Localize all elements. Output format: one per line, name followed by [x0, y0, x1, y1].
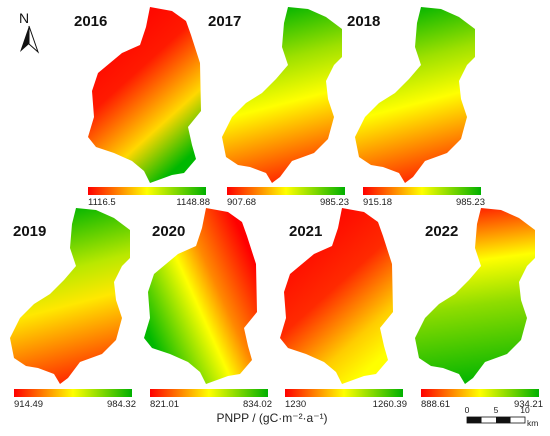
scale-label-0: 0: [465, 405, 470, 415]
year-label-2016: 2016: [74, 13, 107, 30]
colorbar-2022: [421, 389, 539, 397]
colorbar-min-label: 888.61: [421, 399, 450, 410]
colorbar-min-label: 821.01: [150, 399, 179, 410]
year-label-2017: 2017: [208, 13, 241, 30]
colorbar-min-label: 1116.5: [88, 197, 116, 208]
scale-bar: 0 5 10 km: [465, 405, 539, 428]
region-map-2022: [415, 208, 535, 384]
colorbar-2018: [363, 187, 481, 195]
colorbar-max-label: 1148.88: [176, 197, 210, 208]
year-label-2022: 2022: [425, 223, 458, 240]
colorbar-min-label: 1230: [285, 399, 306, 410]
region-map-2021: [280, 208, 393, 384]
year-label-2021: 2021: [289, 223, 322, 240]
map-panel-2020: 2020 821.01 834.02: [144, 208, 272, 410]
colorbar-2021: [285, 389, 403, 397]
colorbar-min-label: 914.49: [14, 399, 43, 410]
north-arrow: N: [19, 10, 40, 54]
year-label-2018: 2018: [347, 13, 380, 30]
region-map-2016: [88, 7, 201, 183]
map-panel-2019: 2019 914.49 984.32: [10, 208, 136, 410]
region-map-2020: [144, 208, 257, 384]
colorbar-2020: [150, 389, 268, 397]
north-arrow-outline-icon: [28, 25, 40, 54]
colorbar-max-label: 985.23: [320, 197, 349, 208]
colorbar-min-label: 915.18: [363, 197, 392, 208]
colorbar-2017: [227, 187, 345, 195]
legend-title: PNPP / (gC·m⁻²·a⁻¹): [216, 411, 327, 425]
colorbar-max-label: 934.21: [514, 399, 543, 410]
colorbar-2019: [14, 389, 132, 397]
map-panels: 2016 1116.5 1148.88 2017 907.68 985.23 2018 915…: [10, 7, 543, 410]
scale-bar-segment: [496, 417, 511, 423]
colorbar-max-label: 985.23: [456, 197, 485, 208]
scale-unit: km: [527, 418, 538, 428]
map-panel-2022: 2022 888.61 934.21: [415, 208, 543, 410]
map-panel-2018: 2018 915.18 985.23: [347, 7, 485, 208]
region-map-2019: [10, 208, 130, 384]
region-map-2017: [222, 7, 342, 183]
colorbar-max-label: 984.32: [107, 399, 136, 410]
map-panel-2017: 2017 907.68 985.23: [208, 7, 349, 208]
scale-label-5: 5: [494, 405, 499, 415]
map-panel-2016: 2016 1116.5 1148.88: [74, 7, 210, 208]
scale-label-10: 10: [520, 405, 530, 415]
year-label-2020: 2020: [152, 223, 185, 240]
colorbar-2016: [88, 187, 206, 195]
colorbar-max-label: 1260.39: [373, 399, 407, 410]
north-label: N: [19, 10, 29, 26]
scale-bar-segment: [467, 417, 482, 423]
colorbar-max-label: 834.02: [243, 399, 272, 410]
north-arrow-icon: [20, 26, 29, 52]
year-label-2019: 2019: [13, 223, 46, 240]
colorbar-min-label: 907.68: [227, 197, 256, 208]
map-panel-2021: 2021 1230 1260.39: [280, 208, 407, 410]
region-map-2018: [355, 7, 475, 183]
